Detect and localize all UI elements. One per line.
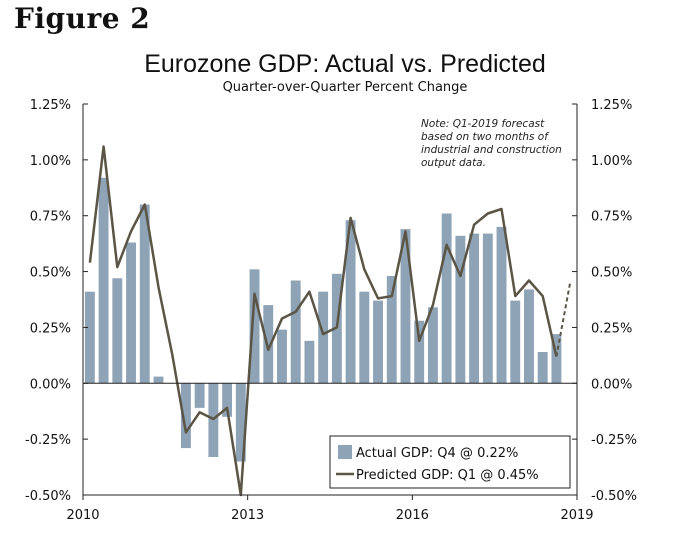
actual-gdp-bar (194, 383, 205, 408)
actual-gdp-bar (524, 289, 534, 384)
predicted-gdp-line (88, 145, 558, 497)
actual-gdp-bar (222, 383, 233, 417)
right-y-tick-label: 1.00% (591, 154, 632, 169)
legend-actual-label: Actual GDP: Q4 @ 0.22% (356, 446, 518, 461)
actual-gdp-bar (359, 291, 370, 384)
actual-gdp-bar (455, 235, 466, 384)
right-y-tick-label: 1.25% (591, 98, 632, 113)
figure-label: Figure 2 (14, 2, 151, 35)
actual-gdp-bar (441, 213, 452, 384)
forecast-note-line: Note: Q1-2019 forecast (421, 118, 545, 130)
left-y-tick-label: 0.75% (30, 210, 71, 225)
actual-gdp-bar (551, 334, 562, 384)
actual-gdp-bar (235, 383, 246, 462)
forecast-note-line: based on two months of (421, 131, 550, 143)
left-y-tick-label: -0.50% (25, 489, 71, 504)
actual-gdp-bar (84, 291, 95, 384)
left-y-tick-label: 0.00% (30, 377, 71, 392)
chart-title: Eurozone GDP: Actual vs. Predicted (144, 50, 546, 78)
legend-bar-swatch (338, 445, 352, 459)
actual-gdp-bar (469, 233, 480, 384)
left-y-tick-label: -0.25% (25, 433, 71, 448)
right-y-tick-label: -0.50% (591, 489, 637, 504)
forecast-note-line: industrial and construction (421, 144, 562, 156)
left-y-tick-label: 1.00% (30, 154, 71, 169)
actual-gdp-bar (249, 269, 260, 384)
actual-gdp-bar (304, 340, 315, 384)
actual-gdp-bar (153, 376, 164, 384)
actual-gdp-bar (277, 329, 287, 384)
actual-gdp-bar (510, 300, 521, 384)
actual-gdp-bar (400, 229, 411, 384)
x-tick-label: 2016 (396, 508, 429, 523)
right-y-tick-label: 0.75% (591, 210, 632, 225)
actual-gdp-bar (414, 320, 425, 384)
right-y-tick-label: 0.00% (591, 377, 632, 392)
actual-gdp-bar (537, 352, 548, 384)
right-y-tick-label: 0.50% (591, 266, 632, 281)
actual-gdp-bar (180, 383, 191, 449)
right-y-tick-label: -0.25% (591, 433, 637, 448)
forecast-dashed-line (555, 282, 572, 357)
x-tick-label: 2013 (231, 508, 264, 523)
actual-gdp-bar (496, 226, 507, 384)
right-y-tick-label: 0.25% (591, 321, 632, 336)
actual-gdp-bar (482, 233, 493, 384)
x-tick-label: 2019 (560, 508, 593, 523)
legend-predicted-label: Predicted GDP: Q1 @ 0.45% (356, 468, 539, 483)
left-y-tick-label: 1.25% (30, 98, 71, 113)
actual-gdp-bar (427, 307, 438, 384)
actual-gdp-bar (263, 305, 274, 384)
legend-box (329, 435, 571, 489)
chart-subtitle: Quarter-over-Quarter Percent Change (222, 80, 468, 95)
actual-gdp-bar (139, 204, 150, 384)
left-y-tick-label: 0.50% (30, 266, 71, 281)
actual-gdp-bar (112, 278, 123, 384)
actual-gdp-bar (373, 300, 383, 384)
actual-gdp-bar (290, 280, 301, 384)
actual-gdp-bar (345, 220, 356, 384)
actual-gdp-bar (386, 276, 397, 384)
x-tick-label: 2010 (66, 508, 99, 523)
forecast-note-line: output data. (421, 157, 486, 169)
actual-gdp-bar (318, 291, 329, 384)
left-y-tick-label: 0.25% (30, 321, 71, 336)
actual-gdp-bar (98, 177, 109, 384)
actual-gdp-bar (126, 242, 136, 384)
